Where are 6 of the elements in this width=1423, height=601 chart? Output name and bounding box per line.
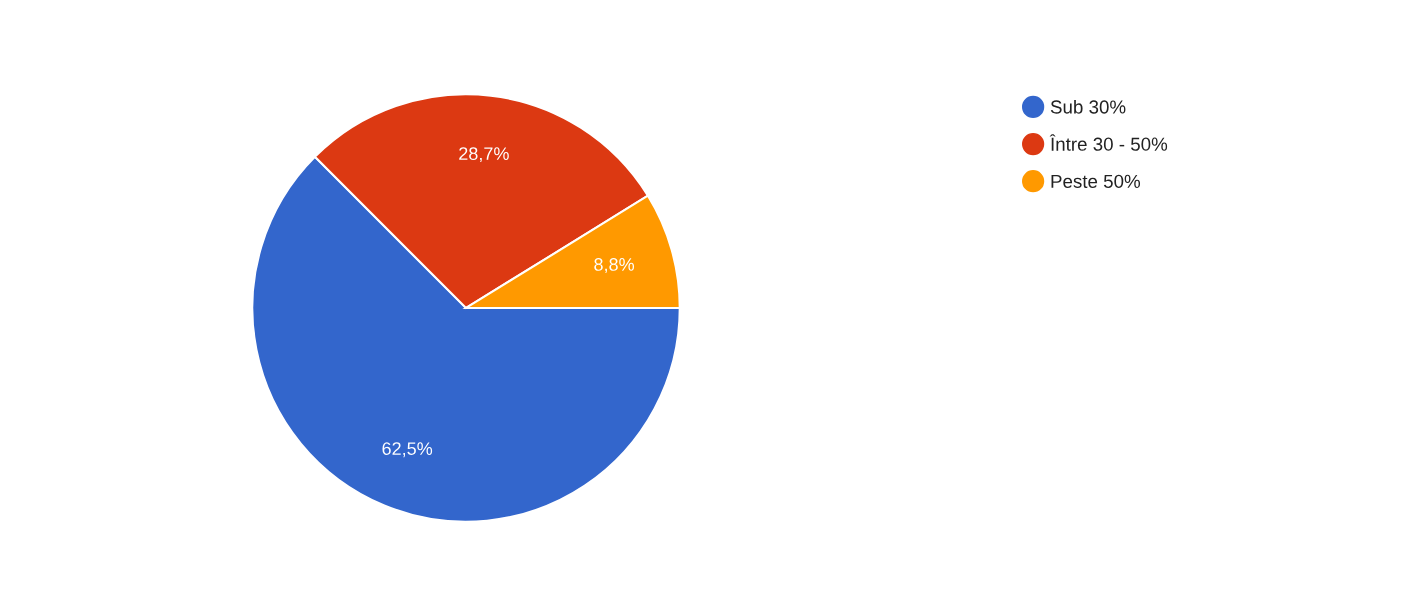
data-label: 28,7% (459, 147, 509, 163)
legend-label: Peste 50% (1051, 174, 1141, 188)
legend-label: Sub 30% (1050, 99, 1126, 114)
legend-label: Între 30 - 50% (1049, 134, 1168, 151)
data-label: 8,8% (594, 258, 635, 273)
data-label: 62,5% (382, 442, 433, 458)
